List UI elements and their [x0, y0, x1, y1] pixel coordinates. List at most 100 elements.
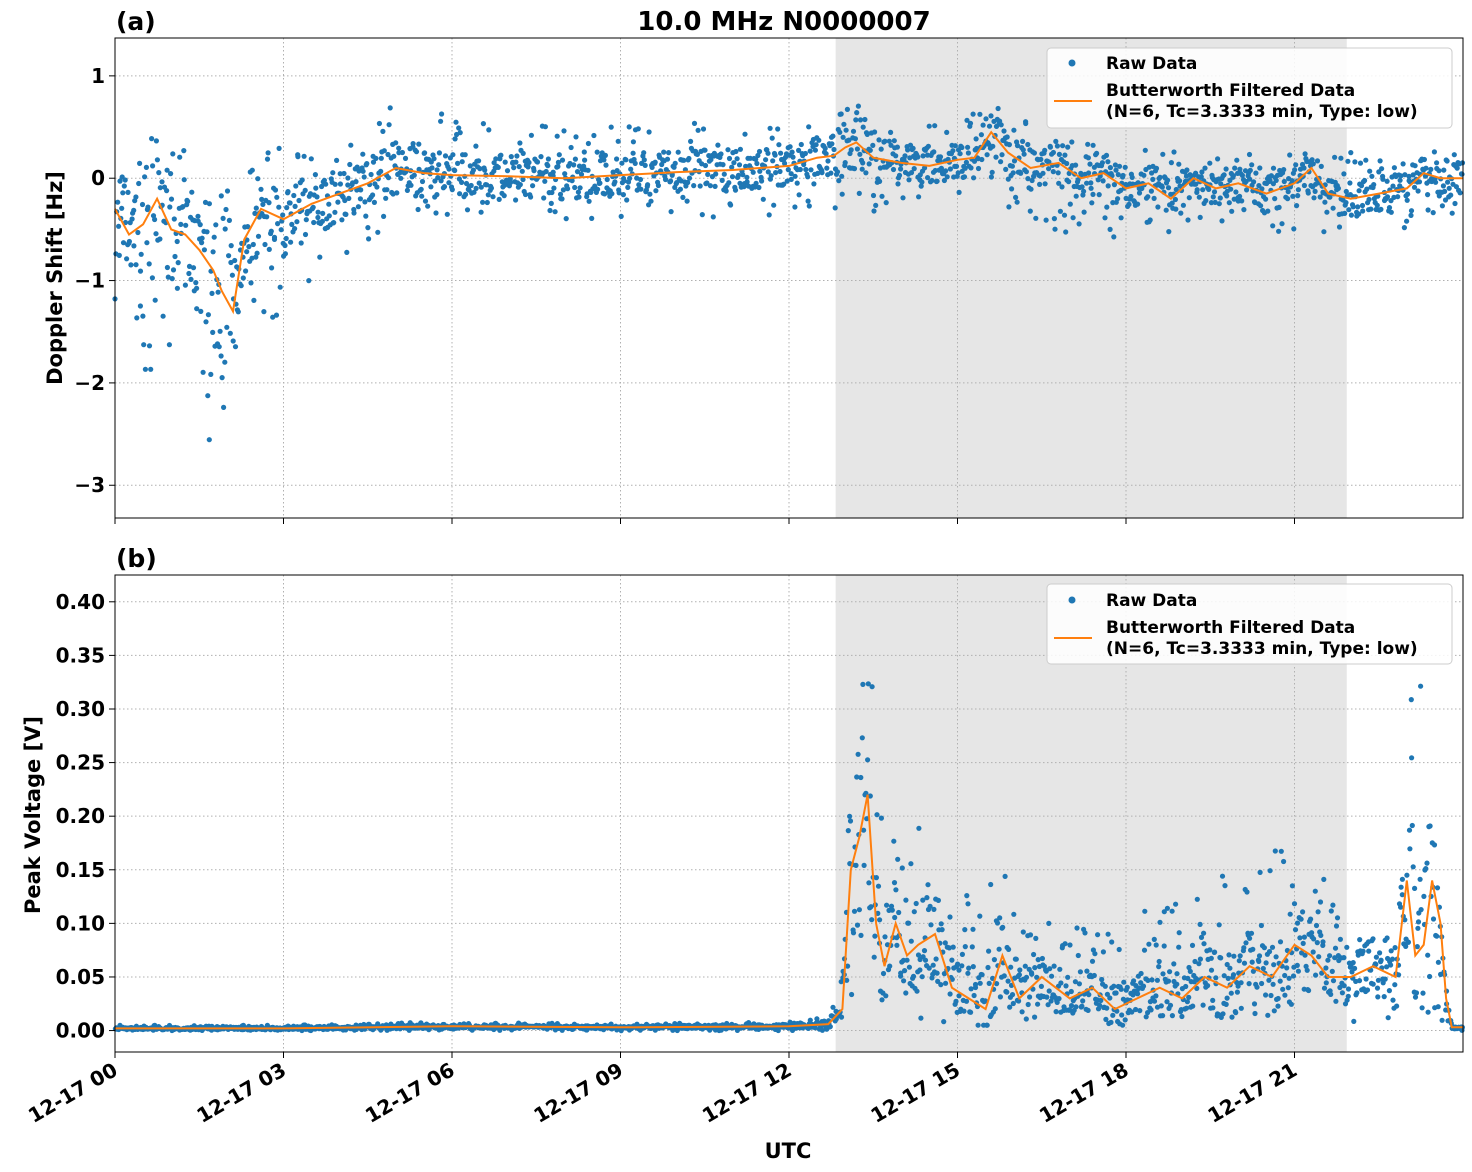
raw-data-point	[628, 166, 634, 172]
raw-data-point	[982, 998, 988, 1004]
raw-data-point	[1303, 963, 1309, 970]
raw-data-point	[1147, 217, 1153, 223]
raw-data-point	[1275, 1003, 1281, 1009]
raw-data-point	[181, 177, 187, 183]
raw-data-point	[482, 167, 488, 173]
raw-data-point	[910, 145, 916, 151]
raw-data-point	[838, 1014, 845, 1020]
raw-data-point	[1216, 201, 1222, 207]
raw-data-point	[381, 148, 387, 154]
raw-data-point	[221, 404, 227, 410]
raw-data-point	[659, 161, 665, 168]
raw-data-point	[119, 205, 125, 211]
raw-data-point	[1150, 176, 1156, 182]
raw-data-point	[1235, 983, 1241, 989]
raw-data-point	[737, 146, 744, 152]
raw-data-point	[1157, 919, 1163, 925]
raw-data-point	[794, 180, 800, 186]
raw-data-point	[1173, 206, 1179, 212]
raw-data-point	[1109, 939, 1115, 945]
raw-data-point	[1268, 992, 1274, 999]
raw-data-point	[955, 961, 961, 967]
raw-data-point	[1084, 180, 1090, 186]
raw-data-point	[457, 191, 463, 197]
raw-data-point	[121, 183, 127, 189]
raw-data-point	[137, 303, 143, 309]
raw-data-point	[854, 146, 861, 152]
raw-data-point	[1250, 968, 1256, 974]
raw-data-point	[1263, 960, 1269, 966]
raw-data-point	[893, 153, 899, 159]
raw-data-point	[442, 153, 449, 159]
raw-data-point	[434, 167, 440, 173]
raw-data-point	[319, 218, 325, 224]
raw-data-point	[345, 182, 351, 188]
raw-data-point	[361, 174, 367, 180]
raw-data-point	[381, 213, 387, 219]
raw-data-point	[1373, 961, 1379, 968]
raw-data-point	[1090, 142, 1096, 148]
raw-data-point	[862, 116, 868, 123]
raw-data-point	[873, 202, 879, 208]
raw-data-point	[243, 268, 249, 274]
raw-data-point	[1323, 980, 1329, 986]
raw-data-point	[854, 110, 860, 116]
raw-data-point	[1423, 165, 1429, 171]
raw-data-point	[373, 155, 379, 161]
raw-data-point	[1067, 942, 1073, 948]
raw-data-point	[456, 125, 462, 131]
raw-data-point	[773, 170, 779, 176]
raw-data-point	[1161, 909, 1167, 915]
raw-data-point	[1308, 916, 1314, 922]
raw-data-point	[986, 123, 993, 129]
raw-data-point	[1075, 177, 1081, 183]
raw-data-point	[1341, 955, 1347, 961]
raw-data-point	[1411, 184, 1418, 190]
raw-data-point	[232, 344, 239, 350]
raw-data-point	[844, 106, 851, 112]
raw-data-point	[572, 156, 579, 162]
raw-data-point	[1119, 1012, 1125, 1018]
raw-data-point	[965, 970, 971, 976]
raw-data-point	[1335, 185, 1341, 191]
raw-data-point	[1428, 166, 1434, 172]
raw-data-point	[223, 206, 229, 213]
y-tick-label: 0.10	[56, 911, 105, 935]
raw-data-point	[1111, 234, 1117, 240]
raw-data-point	[1339, 990, 1345, 996]
raw-data-point	[1122, 1017, 1128, 1023]
raw-data-point	[775, 1027, 781, 1034]
raw-data-point	[865, 681, 871, 687]
raw-data-point	[1246, 151, 1253, 158]
raw-data-point	[504, 168, 511, 174]
raw-data-point	[1412, 994, 1419, 1000]
raw-data-point	[1104, 1005, 1110, 1011]
raw-data-point	[1220, 1011, 1226, 1017]
raw-data-point	[819, 170, 825, 176]
raw-data-point	[174, 285, 180, 291]
raw-data-point	[630, 150, 636, 156]
panel-b-label: (b)	[116, 544, 157, 573]
raw-data-point	[1011, 158, 1018, 164]
raw-data-point	[935, 978, 941, 985]
raw-data-point	[248, 280, 254, 286]
raw-data-point	[1151, 998, 1158, 1004]
raw-data-point	[1239, 198, 1245, 204]
raw-data-point	[1282, 972, 1288, 979]
raw-data-point	[1176, 930, 1182, 936]
raw-data-point	[1435, 959, 1441, 965]
raw-data-point	[120, 190, 126, 196]
raw-data-point	[1356, 188, 1362, 194]
x-tick-label: 12-17 21	[1203, 1058, 1301, 1128]
raw-data-point	[554, 133, 560, 139]
raw-data-point	[431, 156, 437, 162]
raw-data-point	[965, 901, 971, 907]
raw-data-point	[962, 927, 968, 933]
raw-data-point	[444, 211, 450, 217]
raw-data-point	[1400, 161, 1406, 167]
raw-data-point	[1261, 945, 1267, 951]
raw-data-point	[240, 275, 246, 281]
raw-data-point	[195, 213, 201, 219]
raw-data-point	[1169, 200, 1175, 206]
raw-data-point	[1309, 930, 1315, 936]
